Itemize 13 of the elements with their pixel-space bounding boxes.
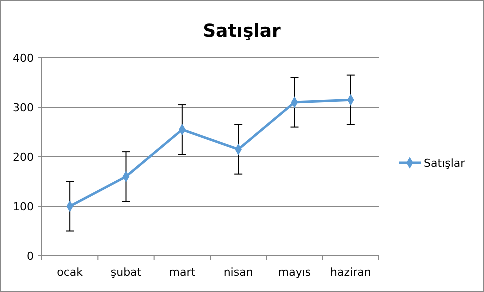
x-tick-label: şubat [110, 266, 142, 279]
y-tick-label: 400 [13, 52, 34, 65]
x-tick-label: mayıs [278, 266, 312, 279]
x-tick-label: haziran [330, 266, 372, 279]
y-tick-label: 100 [13, 200, 34, 214]
chart-title: Satışlar [203, 21, 282, 42]
y-tick-label: 300 [13, 102, 34, 114]
legend-label: Satışlar [424, 157, 466, 170]
y-tick-label: 0 [27, 250, 34, 263]
y-tick-label: 200 [13, 151, 34, 164]
x-tick-label: mart [169, 266, 196, 279]
x-tick-label: ocak [57, 266, 84, 279]
x-tick-label: nisan [224, 266, 254, 279]
